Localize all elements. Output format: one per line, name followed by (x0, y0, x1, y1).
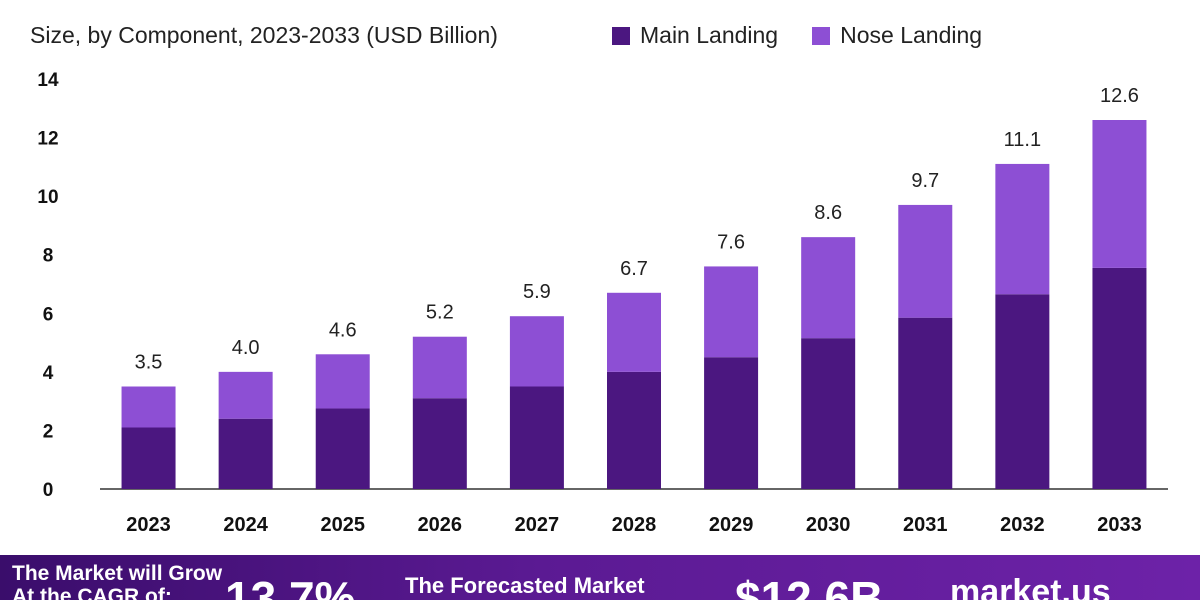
y-tick-label: 14 (37, 70, 59, 91)
bar-main-landing (607, 371, 661, 489)
x-tick-label: 2031 (903, 514, 948, 536)
x-tick-label: 2032 (1000, 514, 1045, 536)
y-tick-label: 12 (37, 129, 58, 150)
footer-cagr-value: 13.7% (225, 572, 356, 600)
y-tick-label: 10 (37, 187, 58, 208)
legend-item-main-landing: Main Landing (612, 22, 778, 49)
bar-main-landing (1092, 267, 1147, 489)
legend: Main Landing Nose Landing (612, 22, 982, 49)
bar-main-landing (315, 408, 370, 489)
bar-total-label: 5.9 (523, 281, 551, 303)
bar-nose-landing (898, 204, 953, 318)
footer-forecast-value: $12.6B (735, 572, 884, 600)
x-tick-label: 2027 (515, 514, 560, 536)
x-tick-label: 2030 (806, 514, 851, 536)
bar-nose-landing (218, 371, 273, 419)
legend-swatch-nose-landing (812, 26, 831, 45)
bar-total-label: 5.2 (426, 302, 454, 324)
footer-brand-logo: market.us (950, 573, 1111, 600)
legend-label-nose-landing: Nose Landing (840, 22, 983, 48)
bar-total-label: 11.1 (1004, 129, 1041, 151)
x-tick-label: 2026 (418, 514, 463, 536)
bar-main-landing (218, 418, 273, 489)
bar-nose-landing (995, 163, 1050, 295)
chart-subtitle: Size, by Component, 2023-2033 (USD Billi… (30, 22, 498, 48)
footer-forecast-label: The Forecasted Market (405, 573, 645, 598)
bar-main-landing (704, 357, 759, 489)
legend-swatch-main-landing (612, 26, 630, 45)
bar-main-landing (121, 427, 176, 489)
x-tick-label: 2024 (223, 514, 268, 536)
bar-total-label: 12.6 (1100, 85, 1139, 107)
bar-total-label: 9.7 (911, 170, 939, 192)
bar-total-label: 7.6 (717, 231, 745, 253)
bar-nose-landing (509, 316, 564, 387)
y-tick-label: 2 (43, 421, 54, 442)
y-tick-label: 0 (43, 480, 54, 501)
bar-total-label: 4.0 (232, 337, 260, 359)
bar-nose-landing (1092, 120, 1147, 268)
bar-nose-landing (412, 336, 467, 399)
y-tick-label: 4 (43, 363, 54, 384)
bar-nose-landing (121, 386, 176, 428)
stacked-bar-chart: 0 2 4 6 8 10 12 14 3.5 2023 4.0 2024 4.6 2025 5.2 2026 5… (37, 70, 1168, 536)
x-tick-label: 2028 (612, 514, 657, 536)
bar-main-landing (412, 398, 467, 489)
bar-main-landing (898, 317, 953, 489)
x-tick-label: 2025 (320, 514, 365, 536)
footer-cagr-label: At the CAGR of: (12, 585, 172, 600)
bar-total-label: 8.6 (814, 202, 842, 224)
x-tick-label: 2023 (126, 514, 171, 536)
footer-grow-text: The Market will Grow (12, 562, 223, 585)
x-tick-label: 2029 (709, 514, 754, 536)
bar-total-label: 4.6 (329, 319, 357, 341)
bar-main-landing (509, 386, 564, 489)
legend-item-nose-landing: Nose Landing (812, 22, 982, 49)
footer-banner: The Market will Grow At the CAGR of: 13.… (0, 555, 1200, 600)
bar-main-landing (995, 294, 1050, 489)
x-tick-label: 2033 (1097, 514, 1142, 536)
bar-nose-landing (315, 354, 370, 409)
bar-nose-landing (704, 266, 759, 358)
y-tick-label: 6 (43, 304, 54, 325)
bar-total-label: 6.7 (620, 258, 648, 280)
bar-nose-landing (801, 237, 856, 339)
bar-nose-landing (607, 292, 661, 372)
y-tick-label: 8 (43, 246, 54, 267)
legend-label-main-landing: Main Landing (640, 22, 779, 48)
bar-total-label: 3.5 (135, 352, 163, 374)
bar-main-landing (801, 338, 856, 489)
